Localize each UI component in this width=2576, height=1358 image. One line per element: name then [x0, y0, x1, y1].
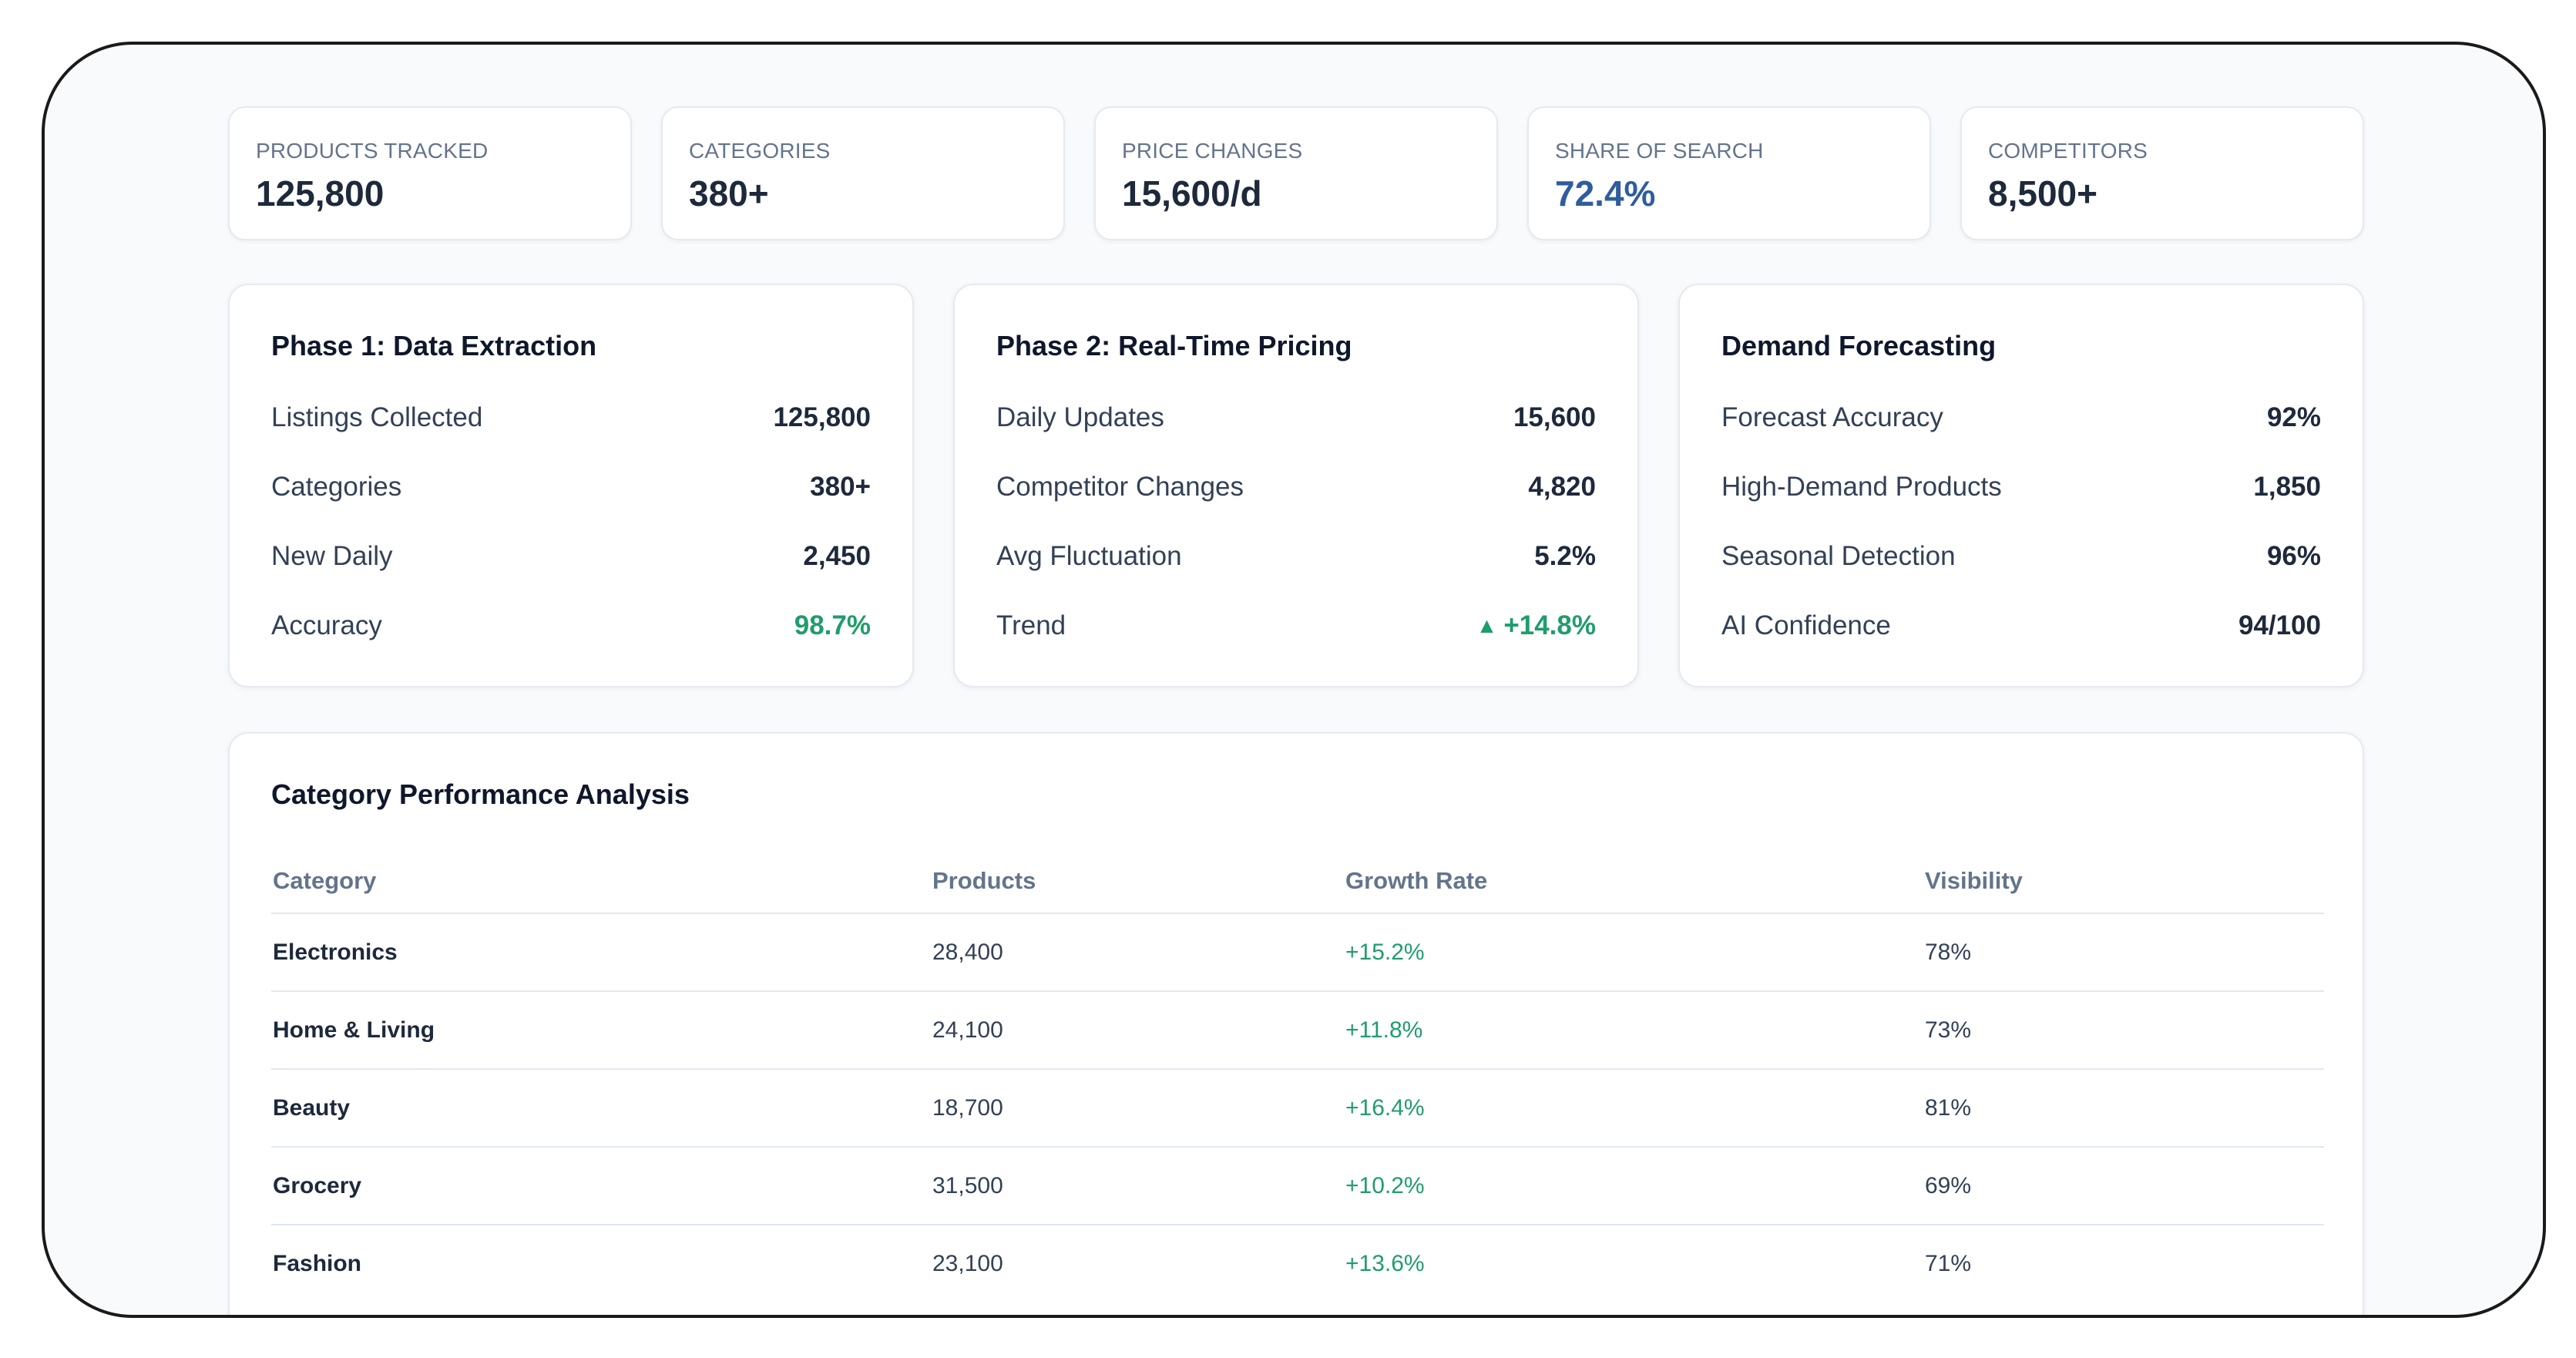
metric-row: AI Confidence 94/100: [1721, 610, 2321, 649]
metric-row: New Daily 2,450: [271, 541, 871, 580]
cell-category: Electronics: [271, 913, 931, 992]
table-row: Home & Living 24,100 +11.8% 73%: [271, 991, 2324, 1070]
cell-products: 24,100: [931, 991, 1344, 1070]
column-header-category: Category: [271, 849, 931, 914]
cell-products: 23,100: [932, 1250, 1003, 1276]
metric-label: Listings Collected: [271, 402, 483, 432]
kpi-value: 15,600/d: [1122, 173, 1262, 213]
category-table: Category Products Growth Rate Visibility…: [271, 849, 2324, 1302]
trend-value: +14.8%: [1503, 610, 1596, 640]
metric-value: ▲ +14.8%: [1476, 610, 1596, 641]
metric-row: Trend ▲ +14.8%: [996, 610, 1596, 649]
cell-visibility: 73%: [1923, 991, 2324, 1070]
cell-growth: +16.4%: [1344, 1069, 1923, 1148]
kpi-label: COMPETITORS: [1988, 139, 2148, 163]
card-title: Phase 1: Data Extraction: [271, 330, 597, 361]
cell-category: Fashion: [273, 1250, 362, 1276]
kpi-categories: CATEGORIES 380+: [661, 106, 1065, 240]
cell-visibility: 78%: [1923, 913, 2324, 992]
dashboard-frame: PRODUCTS TRACKED 125,800 CATEGORIES 380+…: [42, 42, 2546, 1318]
cell-products: 28,400: [931, 913, 1344, 992]
metric-label: Daily Updates: [996, 402, 1164, 432]
trend-up-icon: ▲: [1476, 613, 1498, 637]
metric-row: Seasonal Detection 96%: [1721, 541, 2321, 580]
table-row: Electronics 28,400 +15.2% 78%: [271, 913, 2324, 992]
metric-value: 5.2%: [1534, 541, 1596, 571]
metric-label: Categories: [271, 472, 402, 502]
metric-value: 2,450: [803, 541, 871, 571]
cell-growth: +13.6%: [1345, 1250, 1425, 1276]
metric-row: Avg Fluctuation 5.2%: [996, 541, 1596, 580]
metric-value: 94/100: [2238, 610, 2321, 640]
metric-value: 1,850: [2253, 472, 2321, 502]
kpi-products-tracked: PRODUCTS TRACKED 125,800: [228, 106, 632, 240]
metric-row: Accuracy 98.7%: [271, 610, 871, 649]
metric-label: AI Confidence: [1721, 610, 1891, 640]
cell-growth: +11.8%: [1344, 991, 1923, 1070]
metric-label: Avg Fluctuation: [996, 541, 1182, 571]
cell-products: 31,500: [931, 1147, 1344, 1225]
metric-row: High-Demand Products 1,850: [1721, 472, 2321, 510]
metric-label: Forecast Accuracy: [1721, 402, 1943, 432]
cell-growth: +15.2%: [1344, 913, 1923, 992]
metric-label: Seasonal Detection: [1721, 541, 1956, 571]
metric-value: 4,820: [1528, 472, 1596, 502]
kpi-label: PRICE CHANGES: [1122, 139, 1303, 163]
kpi-label: SHARE OF SEARCH: [1555, 139, 1764, 163]
metric-label: Competitor Changes: [996, 472, 1244, 502]
cell-visibility: 69%: [1923, 1147, 2324, 1225]
card-title: Demand Forecasting: [1721, 330, 1997, 361]
column-header-growth-rate: Growth Rate: [1344, 849, 1923, 914]
cell-visibility: 71%: [1925, 1250, 1972, 1276]
metric-row: Daily Updates 15,600: [996, 402, 1596, 441]
cell-growth: +10.2%: [1344, 1147, 1923, 1225]
cell-category: Grocery: [271, 1147, 931, 1225]
metric-value: 92%: [2266, 402, 2321, 432]
card-title: Phase 2: Real-Time Pricing: [996, 330, 1352, 361]
metric-cards: Phase 1: Data Extraction Listings Collec…: [228, 284, 2364, 687]
metric-value: 98.7%: [794, 610, 871, 640]
cell-products: 18,700: [931, 1069, 1344, 1148]
phase1-card: Phase 1: Data Extraction Listings Collec…: [228, 284, 914, 687]
phase2-card: Phase 2: Real-Time Pricing Daily Updates…: [953, 284, 1639, 687]
kpi-label: CATEGORIES: [689, 139, 831, 163]
forecast-card: Demand Forecasting Forecast Accuracy 92%…: [1678, 284, 2364, 687]
metric-row: Listings Collected 125,800: [271, 402, 871, 441]
kpi-value: 125,800: [256, 173, 385, 213]
metric-label: High-Demand Products: [1721, 472, 2002, 502]
kpi-competitors: COMPETITORS 8,500+: [1960, 106, 2364, 240]
metric-label: Accuracy: [271, 610, 382, 640]
kpi-value: 72.4%: [1555, 173, 1656, 213]
table-row: Fashion 23,100 +13.6% 71%: [271, 1225, 2324, 1302]
cell-category: Beauty: [271, 1069, 931, 1148]
cell-category: Home & Living: [271, 991, 931, 1070]
kpi-price-changes: PRICE CHANGES 15,600/d: [1094, 106, 1498, 240]
metric-row: Categories 380+: [271, 472, 871, 510]
metric-row: Forecast Accuracy 92%: [1721, 402, 2321, 441]
kpi-label: PRODUCTS TRACKED: [256, 139, 489, 163]
kpi-share-of-search: SHARE OF SEARCH 72.4%: [1527, 106, 1931, 240]
cell-visibility: 81%: [1923, 1069, 2324, 1148]
metric-value: 15,600: [1513, 402, 1596, 432]
metric-value: 125,800: [773, 402, 871, 432]
metric-label: New Daily: [271, 541, 393, 571]
metric-row: Competitor Changes 4,820: [996, 472, 1596, 510]
metric-value: 380+: [810, 472, 871, 502]
kpi-value: 380+: [689, 173, 769, 213]
kpi-value: 8,500+: [1988, 173, 2097, 213]
category-performance-card: Category Performance Analysis Category P…: [228, 732, 2364, 1315]
table-header-row: Category Products Growth Rate Visibility: [271, 849, 2324, 914]
kpi-strip: PRODUCTS TRACKED 125,800 CATEGORIES 380+…: [228, 106, 2364, 240]
table-title: Category Performance Analysis: [271, 778, 690, 810]
column-header-products: Products: [931, 849, 1344, 914]
table-row: Grocery 31,500 +10.2% 69%: [271, 1147, 2324, 1225]
column-header-visibility: Visibility: [1923, 849, 2324, 914]
metric-value: 96%: [2266, 541, 2321, 571]
table-row: Beauty 18,700 +16.4% 81%: [271, 1069, 2324, 1148]
metric-label: Trend: [996, 610, 1066, 640]
